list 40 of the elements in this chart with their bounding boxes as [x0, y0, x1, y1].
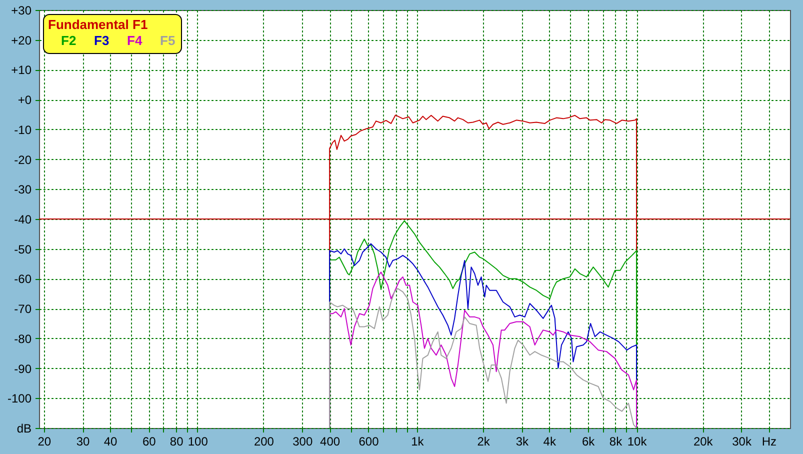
y-tick-label: +0 — [18, 93, 32, 108]
y-tick-label: -30 — [14, 182, 32, 197]
x-tick-label: 300 — [292, 434, 313, 448]
text: F5 — [160, 32, 176, 48]
y-tick-label: -40 — [14, 212, 32, 226]
x-tick-label: 10k — [627, 434, 648, 448]
y-tick-label: dB — [16, 422, 32, 436]
x-tick-label: 600 — [358, 434, 380, 448]
x-tick-label: 20 — [38, 434, 52, 448]
y-tick-label: -50 — [14, 242, 32, 256]
x-tick-label: 100 — [188, 434, 208, 448]
text: F2 — [61, 32, 76, 48]
x-tick-label: 200 — [254, 434, 274, 448]
text: Fundamental F1 — [48, 17, 148, 32]
y-tick-label: +30 — [11, 4, 32, 18]
x-tick-label: 2k — [477, 434, 491, 448]
x-tick-label: 80 — [170, 434, 184, 448]
y-tick-label: +20 — [11, 33, 32, 48]
y-tick-label: -10 — [14, 122, 32, 137]
y-tick-label: +10 — [11, 63, 32, 78]
x-tick-label: 1k — [411, 434, 425, 448]
y-tick-label: -100 — [7, 392, 32, 406]
x-tick-label: 20k — [693, 434, 714, 448]
y-tick-label: -70 — [14, 302, 32, 316]
text: F4 — [127, 32, 143, 48]
text: F3 — [94, 32, 110, 48]
x-tick-label: 6k — [582, 434, 596, 448]
x-tick-label: 30 — [76, 434, 90, 448]
x-tick-label: 60 — [142, 434, 156, 448]
y-tick-label: -20 — [14, 152, 32, 167]
x-tick-label: 4k — [543, 434, 557, 448]
x-tick-label: 40 — [104, 434, 118, 448]
x-tick-label: 30k — [732, 434, 752, 448]
x-tick-label: 400 — [320, 434, 340, 448]
x-tick-label: 3k — [516, 434, 530, 448]
x-tick-label: Hz — [762, 434, 777, 448]
x-tick-label: 8k — [609, 434, 624, 448]
y-tick-label: -80 — [14, 332, 32, 346]
y-tick-label: -60 — [14, 272, 32, 286]
y-tick-label: -90 — [14, 362, 32, 376]
